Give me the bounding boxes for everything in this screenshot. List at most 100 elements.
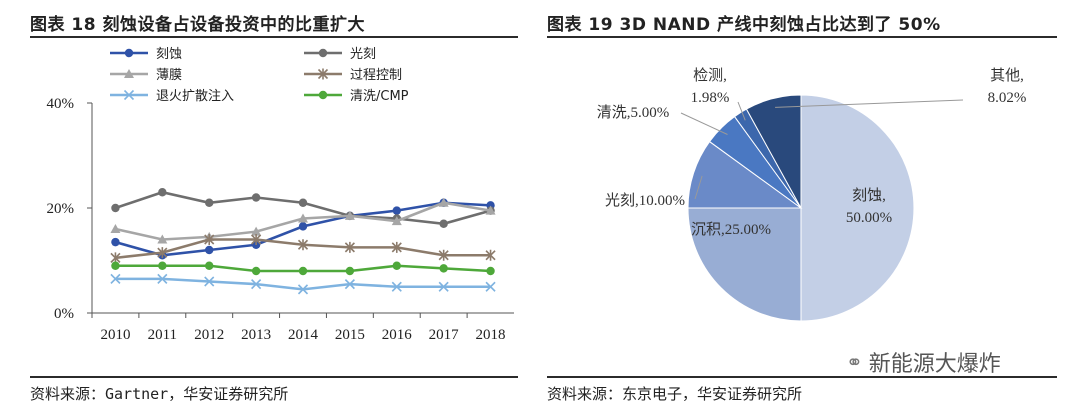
- slice-name-label: 其他,: [990, 67, 1024, 84]
- data-point: [345, 266, 355, 276]
- data-point: [251, 234, 262, 245]
- data-point: [157, 234, 168, 244]
- data-point: [439, 219, 448, 228]
- legend-marker: [318, 48, 328, 58]
- left-chart-title: 图表 18 刻蚀设备占设备投资中的比重扩大: [30, 15, 365, 35]
- data-point: [251, 279, 262, 290]
- data-point: [344, 279, 355, 290]
- data-point: [392, 261, 401, 270]
- leader-line: [775, 99, 964, 108]
- y-tick-label: 0%: [54, 306, 74, 322]
- data-point: [205, 261, 214, 270]
- slice-value-label: 1.98%: [691, 90, 730, 106]
- data-point: [111, 203, 120, 213]
- data-point: [344, 210, 355, 220]
- data-point: [438, 249, 449, 261]
- left-title-rule: [30, 36, 518, 38]
- data-point: [251, 226, 262, 236]
- data-point: [439, 264, 448, 273]
- right-source-note: 资料来源：东京电子，华安证券研究所: [547, 385, 803, 403]
- legend-marker: [317, 68, 329, 80]
- data-point: [111, 261, 120, 270]
- data-point: [205, 245, 214, 255]
- data-point: [158, 188, 167, 197]
- data-point: [485, 281, 496, 292]
- slice-label: 光刻,10.00%: [605, 192, 685, 209]
- leader-line: [694, 175, 703, 200]
- x-tick-label: 2013: [241, 327, 271, 343]
- legend-label: 薄膜: [156, 68, 182, 83]
- data-point: [298, 198, 308, 207]
- leader-line: [680, 112, 728, 135]
- data-point: [297, 239, 309, 251]
- right-chart-title: 图表 19 3D NAND 产线中刻蚀占比达到了 50%: [547, 15, 941, 35]
- pie-slice: [687, 207, 802, 322]
- x-tick-label: 2012: [194, 327, 224, 343]
- legend-label: 光刻: [350, 47, 376, 62]
- x-tick-label: 2014: [288, 327, 319, 343]
- data-point: [438, 281, 449, 292]
- x-tick-label: 2018: [476, 327, 506, 343]
- slice-value-label: 8.02%: [988, 90, 1027, 106]
- data-point: [157, 247, 168, 259]
- x-tick-label: 2016: [382, 327, 413, 343]
- data-point: [391, 216, 402, 226]
- pie-slice: [687, 140, 803, 209]
- x-tick-label: 2010: [100, 327, 130, 343]
- legend-label: 刻蚀: [156, 47, 182, 62]
- data-point: [485, 205, 496, 215]
- x-tick-label: 2011: [148, 327, 177, 343]
- left-source-rule: [30, 376, 518, 378]
- pie-chart: 刻蚀, 50.00% 沉积,25.00% 光刻,10.00% 清洗,5.00% 检测, 1.…: [597, 67, 1027, 322]
- data-point: [486, 266, 495, 276]
- line-chart: 0% 20% 40% 2010 2011 2012 2013 2014 2015 2016 2017…: [47, 47, 514, 343]
- wechat-icon: ⚭: [846, 350, 863, 374]
- legend-marker: [123, 89, 135, 101]
- data-point: [110, 273, 121, 284]
- slice-label: 沉积,25.00%: [691, 221, 771, 238]
- data-point: [297, 284, 309, 295]
- data-point: [204, 234, 215, 245]
- watermark-text: 新能源大爆炸: [868, 352, 1001, 377]
- y-tick-label: 40%: [47, 96, 75, 112]
- y-tick-label: 20%: [47, 201, 75, 217]
- data-point: [344, 241, 355, 253]
- right-source-rule: [547, 376, 1057, 378]
- data-point: [158, 261, 167, 270]
- legend-label: 清洗/CMP: [350, 89, 409, 104]
- slice-name-label: 刻蚀,: [852, 187, 886, 204]
- x-tick-label: 2017: [429, 327, 460, 343]
- legend-marker: [124, 48, 134, 58]
- data-point: [485, 249, 496, 261]
- pie-slice: [800, 94, 915, 322]
- legend-label: 退火扩散注入: [156, 89, 234, 104]
- data-point: [298, 222, 308, 231]
- legend-label: 过程控制: [350, 68, 402, 83]
- slice-label: 清洗,5.00%: [597, 104, 670, 121]
- data-point: [298, 266, 308, 276]
- x-tick-label: 2015: [335, 327, 365, 343]
- data-point: [110, 252, 121, 264]
- data-point: [391, 241, 402, 253]
- data-point: [251, 266, 261, 276]
- leader-line: [737, 101, 746, 121]
- slice-value-label: 50.00%: [846, 210, 892, 226]
- pie-slice: [745, 94, 802, 209]
- data-point: [157, 273, 168, 284]
- data-point: [111, 237, 120, 247]
- data-point: [110, 224, 121, 233]
- slice-name-label: 检测,: [693, 67, 727, 84]
- data-point: [392, 206, 401, 215]
- data-point: [251, 193, 261, 202]
- legend-marker: [124, 69, 134, 78]
- legend-marker: [318, 90, 328, 100]
- left-source-note: 资料来源：Gartner，华安证券研究所: [30, 385, 289, 403]
- data-point: [205, 198, 214, 207]
- data-point: [298, 213, 308, 223]
- data-point: [438, 197, 449, 207]
- watermark: ⚭ 新能源大爆炸: [846, 346, 1001, 378]
- data-point: [391, 281, 402, 292]
- data-point: [204, 276, 215, 287]
- series-line: [115, 277, 491, 291]
- right-title-rule: [547, 36, 1057, 38]
